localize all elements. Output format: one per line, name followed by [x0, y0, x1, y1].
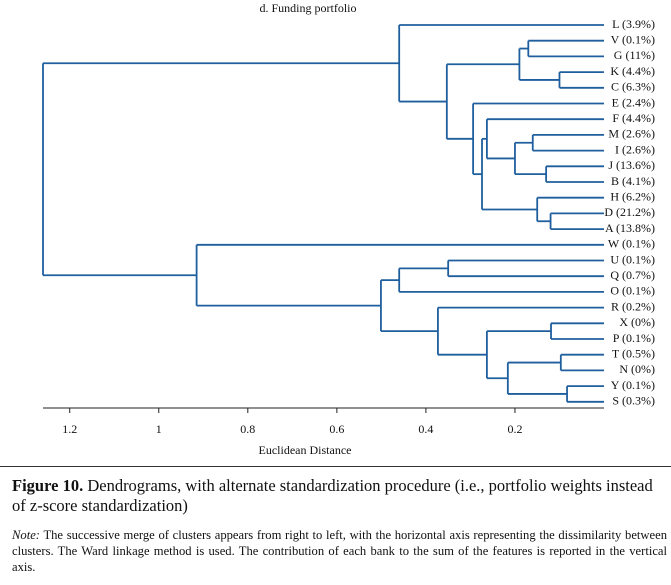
leaf-label: H (6.2%) — [610, 189, 655, 203]
chart-title: d. Funding portfolio — [259, 1, 356, 15]
leaf-label: T (0.5%) — [612, 346, 655, 360]
leaf-label: L (3.9%) — [612, 17, 655, 31]
x-tick-label: 0.2 — [507, 422, 522, 436]
leaf-label: I (2.6%) — [615, 142, 655, 156]
caption-label: Figure 10. — [12, 476, 84, 495]
leaf-label: U (0.1%) — [610, 252, 655, 266]
caption-rule — [0, 466, 671, 467]
note-text: The successive merge of clusters appears… — [12, 528, 667, 574]
leaf-label: W (0.1%) — [608, 237, 655, 251]
x-tick-label: 0.4 — [418, 422, 433, 436]
leaf-label: Y (0.1%) — [611, 378, 655, 392]
leaf-label: A (13.8%) — [605, 221, 655, 235]
leaf-label: J (13.6%) — [608, 158, 655, 172]
leaf-label: M (2.6%) — [608, 127, 655, 141]
note-label: Note: — [12, 528, 40, 542]
leaf-label: D (21.2%) — [604, 205, 655, 219]
leaf-label: O (0.1%) — [610, 284, 655, 298]
leaf-label: F (4.4%) — [612, 111, 655, 125]
x-axis-label: Euclidean Distance — [259, 443, 352, 457]
leaf-label: K (4.4%) — [610, 64, 655, 78]
leaf-label: E (2.4%) — [612, 95, 655, 109]
leaf-label: G (11%) — [614, 48, 655, 62]
leaf-label: N (0%) — [619, 362, 655, 376]
leaf-label: X (0%) — [619, 315, 655, 329]
x-tick-label: 0.6 — [329, 422, 344, 436]
leaf-label: V (0.1%) — [611, 32, 655, 46]
figure-note: Note: The successive merge of clusters a… — [12, 527, 667, 575]
caption-text: Dendrograms, with alternate standardizat… — [12, 476, 653, 515]
leaf-label: Q (0.7%) — [610, 268, 655, 282]
x-tick-label: 1 — [156, 422, 162, 436]
leaf-label: R (0.2%) — [611, 299, 655, 313]
x-tick-label: 1.2 — [62, 422, 77, 436]
x-tick-label: 0.8 — [240, 422, 255, 436]
leaf-label: S (0.3%) — [612, 394, 655, 408]
figure-caption: Figure 10. Dendrograms, with alternate s… — [12, 476, 667, 516]
leaf-label: B (4.1%) — [611, 174, 655, 188]
leaf-label: P (0.1%) — [613, 331, 655, 345]
chart: d. Funding portfolio Euclidean Distance … — [42, 1, 655, 457]
leaf-label: C (6.3%) — [611, 80, 655, 94]
